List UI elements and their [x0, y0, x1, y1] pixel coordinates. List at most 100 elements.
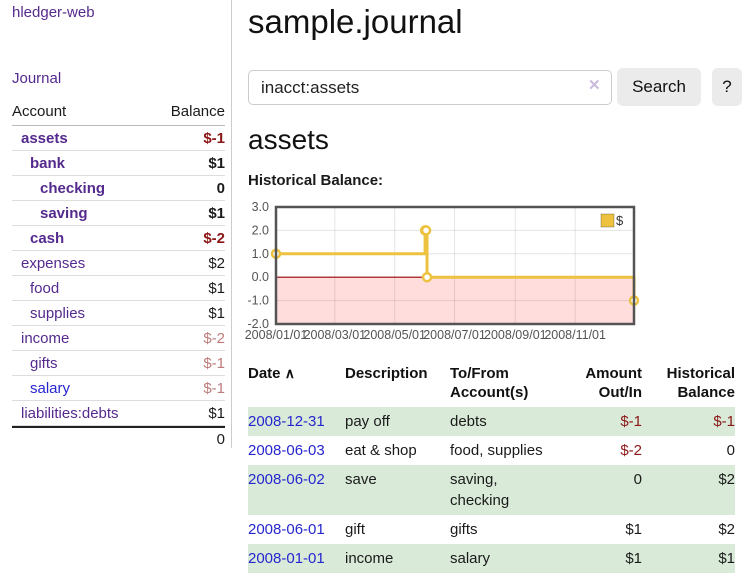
- column-header-tofrom: To/From Account(s): [450, 365, 529, 401]
- account-link-expenses[interactable]: expenses: [21, 254, 86, 272]
- column-header-balance: Historical Balance: [666, 365, 735, 401]
- svg-text:2.0: 2.0: [252, 223, 269, 237]
- transaction-amount: 0: [633, 471, 642, 488]
- transaction-date-link[interactable]: 2008-06-02: [248, 471, 325, 488]
- transaction-amount: $1: [625, 550, 642, 567]
- accounts-total-row: 0: [12, 426, 225, 451]
- account-row-gifts: gifts $-1: [12, 351, 225, 376]
- accounts-header-balance: Balance: [170, 103, 225, 120]
- sidebar: hledger-web Journal Account Balance asse…: [0, 0, 232, 448]
- account-link-liabilities-debts[interactable]: liabilities:debts: [21, 404, 119, 422]
- svg-text:0.0: 0.0: [252, 270, 269, 284]
- search-button[interactable]: Search: [617, 68, 701, 106]
- account-row-bank: bank $1: [12, 151, 225, 176]
- account-row-liabilities-debts: liabilities:debts $1: [12, 401, 225, 426]
- register-table: Date ∧ Description To/From Account(s) Am…: [248, 358, 735, 573]
- transaction-balance: $-1: [713, 413, 735, 430]
- svg-text:2008/11/01: 2008/11/01: [544, 328, 606, 342]
- transaction-amount: $-1: [620, 413, 642, 430]
- account-link-assets[interactable]: assets: [21, 129, 68, 147]
- account-heading: assets: [248, 124, 329, 155]
- account-balance: 0: [216, 179, 225, 197]
- chart-title: Historical Balance:: [248, 172, 384, 189]
- svg-text:2008/05/01: 2008/05/01: [363, 328, 426, 342]
- svg-text:$: $: [616, 213, 624, 228]
- accounts-table: Account Balance assets $-1 bank $1 check…: [12, 100, 225, 451]
- transaction-row: 2008-12-31 pay off debts $-1 $-1: [248, 407, 735, 436]
- transaction-accounts: salary: [450, 550, 491, 567]
- sidebar-item-journal[interactable]: Journal: [12, 70, 62, 87]
- transaction-date-link[interactable]: 2008-01-01: [248, 550, 325, 567]
- account-row-checking: checking 0: [12, 176, 225, 201]
- svg-text:-1.0: -1.0: [247, 294, 269, 308]
- accounts-table-header: Account Balance: [12, 100, 225, 126]
- transaction-description: pay off: [345, 413, 390, 430]
- register-header-row: Date ∧ Description To/From Account(s) Am…: [248, 358, 735, 407]
- transaction-row: 2008-06-02 save saving, checking 0 $2: [248, 465, 735, 515]
- account-row-expenses: expenses $2: [12, 251, 225, 276]
- transaction-accounts: gifts: [450, 521, 478, 538]
- transaction-balance: $1: [718, 550, 735, 567]
- account-link-bank[interactable]: bank: [30, 154, 66, 172]
- column-header-description: Description: [345, 365, 428, 382]
- account-link-food[interactable]: food: [30, 279, 60, 297]
- account-link-income[interactable]: income: [21, 329, 70, 347]
- account-row-salary: salary $-1: [12, 376, 225, 401]
- account-balance: $1: [208, 404, 225, 422]
- transaction-description: save: [345, 471, 377, 488]
- account-balance: $1: [208, 154, 225, 172]
- account-balance: $-1: [203, 129, 225, 147]
- transaction-accounts: saving, checking: [450, 471, 510, 509]
- transaction-date-link[interactable]: 2008-06-03: [248, 442, 325, 459]
- account-row-supplies: supplies $1: [12, 301, 225, 326]
- account-link-checking[interactable]: checking: [40, 179, 106, 197]
- account-balance: $-2: [203, 229, 225, 247]
- svg-text:2008/01/01: 2008/01/01: [245, 328, 308, 342]
- accounts-header-account: Account: [12, 103, 67, 120]
- transaction-balance: $2: [718, 471, 735, 488]
- svg-text:2008/03/01: 2008/03/01: [304, 328, 367, 342]
- account-balance: $-1: [203, 379, 225, 397]
- transaction-balance: $2: [718, 521, 735, 538]
- transaction-amount: $1: [625, 521, 642, 538]
- account-link-cash[interactable]: cash: [30, 229, 65, 247]
- account-balance: $1: [208, 279, 225, 297]
- transaction-accounts: food, supplies: [450, 442, 543, 459]
- historical-balance-chart: 3.0 2.0 1.0 0.0 -1.0 -2.02008/01/012008/03/01…: [245, 200, 640, 342]
- account-balance: $1: [208, 304, 225, 322]
- svg-text:2008/09/01: 2008/09/01: [484, 328, 547, 342]
- transaction-amount: $-2: [620, 442, 642, 459]
- transaction-balance: 0: [726, 442, 735, 459]
- svg-text:3.0: 3.0: [252, 200, 269, 214]
- account-balance: $-2: [203, 329, 225, 347]
- account-row-assets: assets $-1: [12, 126, 225, 151]
- transaction-row: 2008-06-01 gift gifts $1 $2: [248, 515, 735, 544]
- svg-text:-2.0: -2.0: [247, 317, 269, 331]
- svg-text:1.0: 1.0: [252, 247, 269, 261]
- column-header-amount: Amount Out/In: [585, 365, 642, 401]
- search-input[interactable]: [248, 70, 612, 105]
- clear-search-icon[interactable]: ✕: [588, 77, 601, 94]
- account-link-saving[interactable]: saving: [40, 204, 88, 222]
- transaction-row: 2008-01-01 income salary $1 $1: [248, 544, 735, 573]
- column-header-date[interactable]: Date ∧: [248, 365, 295, 382]
- account-row-income: income $-2: [12, 326, 225, 351]
- account-balance: $-1: [203, 354, 225, 372]
- page-title: sample.journal: [248, 3, 463, 40]
- account-link-gifts[interactable]: gifts: [30, 354, 58, 372]
- account-link-supplies[interactable]: supplies: [30, 304, 86, 322]
- transaction-row: 2008-06-03 eat & shop food, supplies $-2…: [248, 436, 735, 465]
- sort-asc-icon: ∧: [284, 365, 295, 381]
- transaction-description: income: [345, 550, 394, 567]
- transaction-date-link[interactable]: 2008-06-01: [248, 521, 325, 538]
- app-brand-link[interactable]: hledger-web: [12, 4, 95, 21]
- transaction-accounts: debts: [450, 413, 487, 430]
- account-balance: $1: [208, 204, 225, 222]
- svg-text:2008/07/01: 2008/07/01: [423, 328, 486, 342]
- account-row-saving: saving $1: [12, 201, 225, 226]
- transaction-date-link[interactable]: 2008-12-31: [248, 413, 325, 430]
- transaction-description: gift: [345, 521, 366, 538]
- account-link-salary[interactable]: salary: [30, 379, 71, 397]
- help-button[interactable]: ?: [712, 68, 742, 106]
- account-balance: $2: [208, 254, 225, 272]
